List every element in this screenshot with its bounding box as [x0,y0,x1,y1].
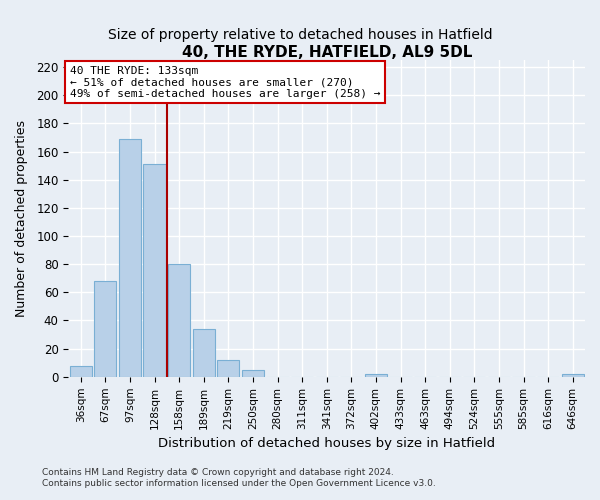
Text: Contains HM Land Registry data © Crown copyright and database right 2024.
Contai: Contains HM Land Registry data © Crown c… [42,468,436,487]
Bar [365,374,387,377]
Text: Size of property relative to detached houses in Hatfield: Size of property relative to detached ho… [107,28,493,42]
Bar [242,370,264,377]
Y-axis label: Number of detached properties: Number of detached properties [15,120,28,317]
Bar [217,360,239,377]
Bar [94,281,116,377]
Bar [562,374,584,377]
X-axis label: Distribution of detached houses by size in Hatfield: Distribution of detached houses by size … [158,437,495,450]
Bar [168,264,190,377]
Text: 40 THE RYDE: 133sqm
← 51% of detached houses are smaller (270)
49% of semi-detac: 40 THE RYDE: 133sqm ← 51% of detached ho… [70,66,380,99]
Bar [119,139,141,377]
Bar [143,164,166,377]
Title: 40, THE RYDE, HATFIELD, AL9 5DL: 40, THE RYDE, HATFIELD, AL9 5DL [182,45,472,60]
Bar [70,366,92,377]
Bar [193,329,215,377]
